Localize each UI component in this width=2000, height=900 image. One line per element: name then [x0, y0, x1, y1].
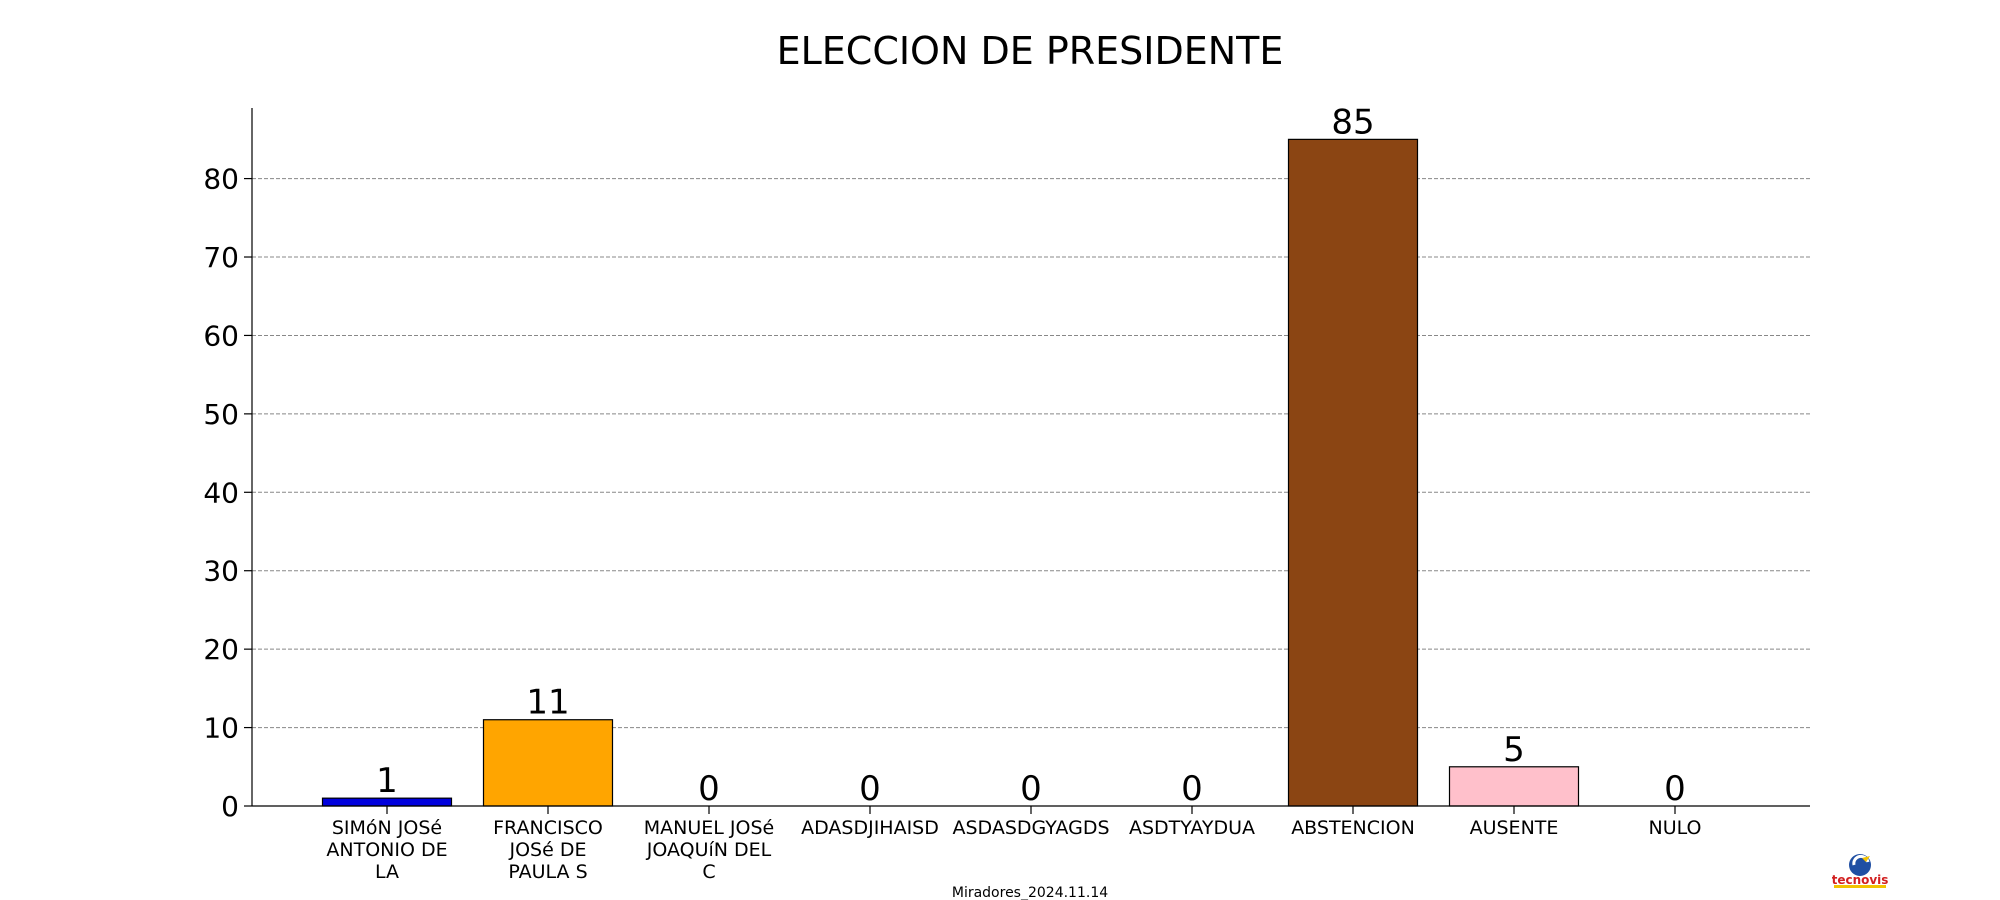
x-tick-label: FRANCISCO [493, 817, 603, 839]
tecnovis-logo-icon: tecnovis [1832, 854, 1888, 888]
y-tick-label: 50 [203, 398, 239, 431]
bar-value-label: 1 [376, 761, 398, 801]
y-tick-label: 40 [203, 476, 239, 509]
bar-value-label: 0 [698, 769, 720, 809]
y-tick-label: 0 [221, 790, 239, 823]
bar-value-label: 0 [859, 769, 881, 809]
y-axis-ticks: 0 10 20 30 40 50 60 70 80 [203, 163, 252, 823]
x-tick-label: LA [375, 861, 399, 883]
y-tick-label: 60 [203, 319, 239, 352]
bar-value-label: 0 [1181, 769, 1203, 809]
x-tick-label: ANTONIO DE [326, 839, 447, 861]
bar-value-label: 11 [526, 683, 569, 723]
y-tick-label: 30 [203, 555, 239, 588]
footer-caption: Miradores_2024.11.14 [952, 885, 1108, 900]
chart-title: ELECCION DE PRESIDENTE [777, 29, 1284, 73]
x-tick-label: C [702, 861, 715, 883]
x-tick-label: ADASDJIHAISD [801, 817, 939, 839]
bar-value-label: 0 [1020, 769, 1042, 809]
gridlines [252, 178, 1810, 729]
x-tick-label: ABSTENCION [1291, 817, 1415, 839]
y-tick-label: 20 [203, 633, 239, 666]
bars [321, 138, 1580, 807]
y-tick-label: 80 [203, 163, 239, 196]
bar-value-label: 0 [1664, 769, 1686, 809]
x-tick-label: NULO [1649, 817, 1702, 839]
bar [1287, 138, 1419, 807]
x-tick-label: PAULA S [508, 861, 587, 883]
x-tick-label: ASDTYAYDUA [1129, 817, 1255, 839]
y-tick-label: 70 [203, 241, 239, 274]
logo-text: tecnovis [1832, 873, 1888, 887]
bar [482, 719, 614, 807]
bar [1448, 766, 1580, 807]
bar-value-label: 5 [1503, 730, 1525, 770]
x-tick-label: AUSENTE [1470, 817, 1559, 839]
x-tick-label: JOAQUíN DEL [646, 839, 772, 861]
x-tick-label: SIMóN JOSé [332, 817, 442, 839]
x-tick-label: ASDASDGYAGDS [952, 817, 1109, 839]
x-tick-label: MANUEL JOSé [644, 817, 774, 839]
bar-value-label: 85 [1331, 102, 1374, 142]
y-tick-label: 10 [203, 712, 239, 745]
x-tick-label: JOSé DE [509, 839, 587, 861]
